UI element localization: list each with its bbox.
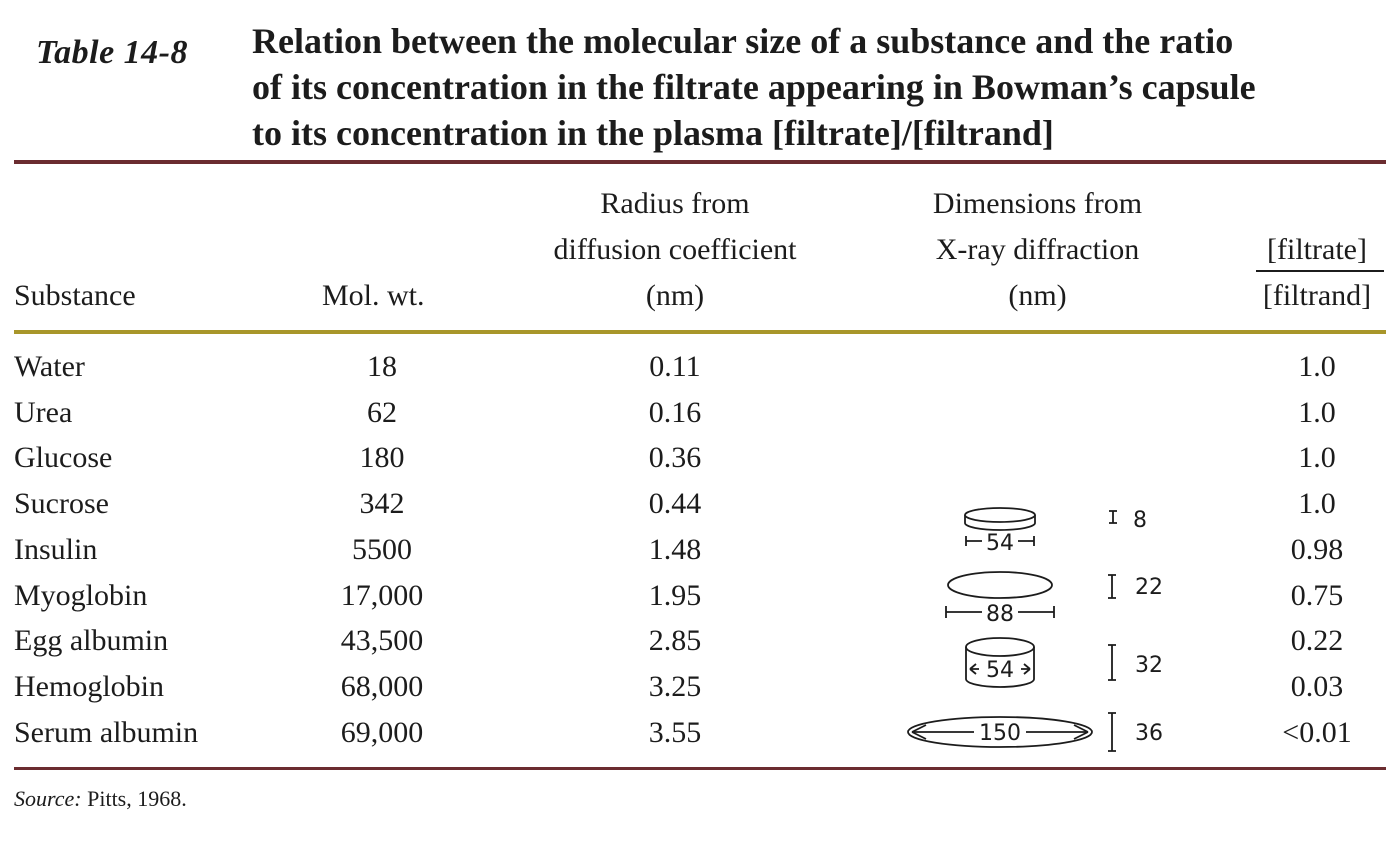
- header-radius-line: Radius from: [600, 187, 750, 220]
- table-caption: Relation between the molecular size of a…: [252, 18, 1392, 156]
- ratio-cell: 1.0: [1298, 350, 1336, 383]
- table-row: Egg albumin 43,500 2.85 0.22: [0, 618, 1400, 664]
- top-rule: [14, 160, 1386, 164]
- source-note: Source: Pitts, 1968.: [14, 786, 187, 812]
- myoglobin-height-label: 22: [1135, 575, 1163, 600]
- table-row: Urea 62 0.16 1.0: [0, 390, 1400, 436]
- ratio-cell: <0.01: [1282, 715, 1352, 749]
- header-radius-line: diffusion coefficient: [553, 233, 797, 266]
- source-label: Source:: [14, 786, 82, 811]
- serum-albumin-width-label: 150: [979, 721, 1021, 746]
- header-dimensions-line: X-ray diffraction: [935, 233, 1140, 266]
- table-row: Water 18 0.11 1.0: [0, 344, 1400, 390]
- egg-albumin-width-label: 54: [986, 658, 1014, 683]
- mol-wt-cell: 342: [359, 487, 405, 521]
- insulin-height-label: 8: [1133, 508, 1147, 533]
- mol-wt-cell: 62: [367, 395, 397, 429]
- table-row: Sucrose 342 0.44 1.0: [0, 481, 1400, 527]
- radius-cell: 1.95: [648, 578, 702, 612]
- myoglobin-width-label: 88: [986, 602, 1014, 627]
- header-radius-line: (nm): [645, 279, 705, 312]
- mol-wt-cell: 17,000: [340, 578, 424, 612]
- header-radius: Radius from diffusion coefficient (nm): [520, 181, 830, 319]
- source-text: Pitts, 1968.: [81, 786, 187, 811]
- substance-cell: Glucose: [14, 441, 113, 475]
- radius-cell: 3.25: [648, 669, 702, 703]
- substance-cell: Serum albumin: [14, 715, 199, 749]
- ratio-cell: 1.0: [1298, 441, 1336, 475]
- header-rule: [14, 330, 1386, 334]
- caption-line: Relation between the molecular size of a…: [252, 21, 1234, 61]
- header-ratio-denominator: [filtrand]: [1262, 279, 1372, 312]
- mol-wt-cell: 180: [359, 441, 405, 475]
- substance-cell: Sucrose: [14, 487, 109, 521]
- substance-cell: Hemoglobin: [14, 669, 164, 703]
- insulin-disc-figure: [964, 507, 1117, 546]
- ratio-cell: 0.75: [1290, 578, 1344, 612]
- header-dimensions-line: Dimensions from: [932, 187, 1143, 220]
- radius-cell: 3.55: [648, 715, 702, 749]
- substance-cell: Urea: [14, 395, 73, 429]
- radius-cell: 0.44: [648, 487, 702, 521]
- bottom-rule: [14, 767, 1386, 770]
- ratio-cell: 0.03: [1290, 669, 1344, 703]
- table-row: Serum albumin 69,000 3.55 <0.01: [0, 710, 1400, 756]
- table-row: Myoglobin 17,000 1.95 0.75: [0, 573, 1400, 619]
- ratio-cell: 0.98: [1290, 532, 1344, 566]
- caption-line: to its concentration in the plasma [filt…: [252, 113, 1054, 153]
- dimension-figures: 54 8 88 22 54 32 150 36: [907, 507, 1163, 752]
- substance-cell: Egg albumin: [14, 624, 169, 658]
- ratio-cell: 0.22: [1290, 624, 1344, 658]
- header-dimensions-line: (nm): [1008, 279, 1067, 312]
- radius-cell: 0.36: [648, 441, 702, 475]
- mol-wt-cell: 18: [367, 350, 397, 383]
- radius-cell: 1.48: [648, 532, 702, 566]
- substance-cell: Insulin: [14, 532, 98, 566]
- table-row: Glucose 180 0.36 1.0: [0, 435, 1400, 481]
- serum-albumin-ellipsoid-figure: [907, 712, 1116, 752]
- radius-cell: 0.16: [648, 395, 702, 429]
- caption-line: of its concentration in the filtrate app…: [252, 67, 1256, 107]
- header-mol-wt: Mol. wt.: [322, 279, 425, 312]
- mol-wt-cell: 68,000: [340, 669, 424, 703]
- radius-cell: 0.11: [649, 350, 701, 383]
- header-ratio-numerator: [filtrate]: [1267, 233, 1367, 266]
- ratio-cell: 1.0: [1298, 487, 1336, 521]
- table-label: Table 14-8: [36, 34, 189, 71]
- table-row: Insulin 5500 1.48 0.98: [0, 527, 1400, 573]
- table-row: Hemoglobin 68,000 3.25 0.03: [0, 664, 1400, 710]
- serum-albumin-height-label: 36: [1135, 721, 1163, 746]
- ratio-fraction-bar: [1256, 270, 1384, 272]
- header-substance: Substance: [14, 279, 136, 312]
- myoglobin-ellipsoid-figure: [945, 571, 1116, 618]
- egg-albumin-cylinder-figure: [965, 637, 1116, 688]
- mol-wt-cell: 69,000: [340, 715, 424, 749]
- ratio-cell: 1.0: [1298, 395, 1336, 429]
- substance-cell: Myoglobin: [14, 578, 148, 612]
- mol-wt-cell: 5500: [352, 532, 412, 566]
- egg-albumin-height-label: 32: [1135, 653, 1163, 678]
- substance-cell: Water: [14, 350, 85, 383]
- mol-wt-cell: 43,500: [340, 624, 424, 658]
- insulin-width-label: 54: [986, 531, 1014, 556]
- header-dimensions: Dimensions from X-ray diffraction (nm): [880, 181, 1195, 319]
- radius-cell: 2.85: [648, 624, 702, 658]
